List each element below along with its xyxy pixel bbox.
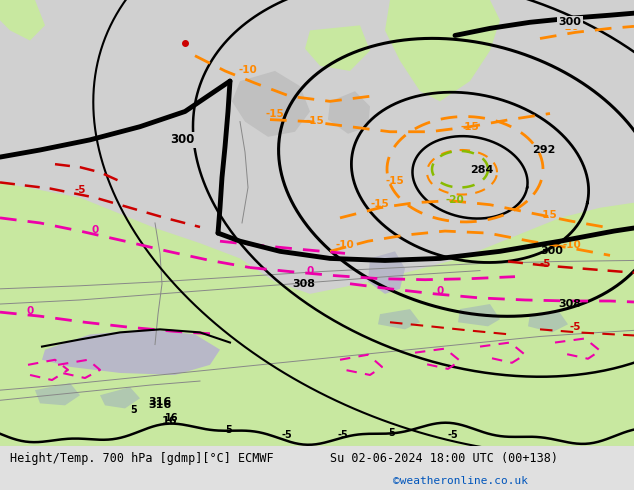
Polygon shape: [458, 304, 500, 326]
Polygon shape: [100, 387, 140, 408]
Text: 16: 16: [162, 416, 178, 425]
Polygon shape: [378, 309, 420, 329]
Polygon shape: [0, 182, 634, 446]
Polygon shape: [368, 251, 405, 294]
Text: 0: 0: [306, 266, 314, 275]
Text: -5: -5: [448, 430, 459, 440]
Text: 316: 316: [148, 397, 171, 407]
Text: 308: 308: [292, 279, 315, 289]
Text: -5: -5: [338, 430, 349, 440]
Text: 292: 292: [532, 145, 555, 155]
Text: 5: 5: [388, 428, 395, 438]
Text: 308: 308: [558, 299, 581, 309]
Polygon shape: [328, 91, 370, 134]
Polygon shape: [42, 329, 220, 375]
Text: -10: -10: [335, 240, 354, 250]
Text: 5: 5: [130, 405, 137, 416]
Text: -15: -15: [371, 199, 389, 209]
Text: 300: 300: [170, 133, 194, 147]
Text: -10: -10: [562, 240, 581, 250]
Text: -5: -5: [540, 259, 551, 269]
Text: -20: -20: [446, 195, 464, 205]
Polygon shape: [35, 383, 80, 405]
Polygon shape: [232, 71, 310, 137]
Text: Height/Temp. 700 hPa [gdmp][°C] ECMWF: Height/Temp. 700 hPa [gdmp][°C] ECMWF: [10, 452, 273, 465]
Text: -15: -15: [266, 109, 285, 119]
Text: -5: -5: [282, 430, 293, 440]
Polygon shape: [528, 310, 568, 332]
Text: -5: -5: [74, 185, 86, 195]
Text: 300: 300: [559, 17, 581, 27]
Text: Su 02-06-2024 18:00 UTC (00+138): Su 02-06-2024 18:00 UTC (00+138): [330, 452, 558, 465]
Text: -15: -15: [539, 210, 557, 220]
Text: -15: -15: [385, 176, 404, 186]
Text: -5: -5: [569, 322, 581, 332]
Text: ©weatheronline.co.uk: ©weatheronline.co.uk: [393, 476, 528, 486]
Text: 5: 5: [225, 425, 232, 435]
Text: 0: 0: [91, 225, 99, 235]
Polygon shape: [305, 25, 370, 71]
Text: -10: -10: [560, 23, 579, 32]
Text: 0: 0: [27, 306, 34, 316]
Polygon shape: [385, 0, 500, 101]
Text: -15: -15: [461, 122, 479, 132]
Polygon shape: [0, 0, 45, 41]
Text: 0: 0: [436, 286, 444, 296]
Text: 316: 316: [148, 400, 171, 410]
Text: -15: -15: [306, 116, 325, 125]
Text: -10: -10: [238, 65, 257, 75]
Text: 284: 284: [470, 165, 493, 175]
Text: 300: 300: [540, 246, 563, 256]
Text: 16: 16: [165, 413, 179, 422]
